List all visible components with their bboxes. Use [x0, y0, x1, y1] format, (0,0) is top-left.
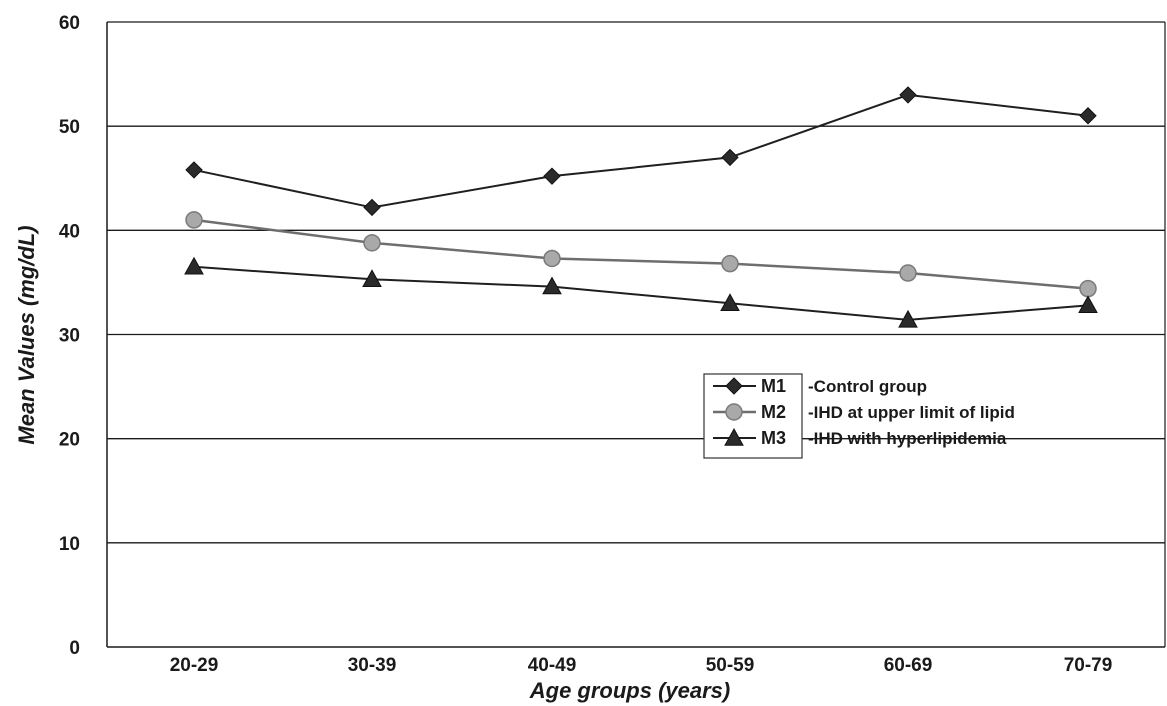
- y-tick-label: 30: [59, 326, 80, 347]
- y-axis-title: Mean Values (mg/dL): [14, 225, 39, 444]
- legend-marker: [725, 377, 743, 395]
- data-point: [899, 264, 917, 282]
- x-tick-label: 70-79: [1064, 655, 1113, 676]
- legend-box: [703, 373, 803, 459]
- series-M3: [184, 256, 1098, 328]
- series-line: [193, 93, 1089, 209]
- legend-marker: [724, 427, 744, 446]
- x-tick-label: 20-29: [170, 655, 219, 676]
- y-tick-label: 20: [59, 430, 80, 451]
- y-tick-label: 10: [59, 534, 80, 555]
- axes: [106, 22, 1166, 648]
- series-line: [193, 265, 1089, 321]
- data-point: [363, 198, 381, 217]
- x-tick-label: 60-69: [884, 655, 933, 676]
- series-M1: [185, 86, 1097, 217]
- y-tick-label: 50: [59, 117, 80, 138]
- y-tick-labels: 0 10 20 30 40 50 60: [59, 13, 80, 659]
- data-point: [721, 148, 739, 167]
- legend-description: -IHD at upper limit of lipid: [808, 403, 1015, 422]
- data-point: [1079, 279, 1097, 298]
- series-line: [193, 218, 1089, 290]
- data-point: [543, 167, 561, 185]
- data-point: [185, 211, 203, 229]
- data-point: [898, 309, 918, 328]
- y-tick-label: 0: [69, 638, 80, 659]
- legend-series-name: M2: [761, 402, 786, 422]
- data-point: [184, 256, 204, 275]
- x-tick-label: 30-39: [348, 655, 397, 676]
- legend-marker: [725, 403, 743, 421]
- data-point: [721, 254, 739, 273]
- data-point: [899, 86, 917, 104]
- data-point: [185, 161, 203, 179]
- y-tick-label: 60: [59, 13, 80, 34]
- data-point: [1079, 107, 1097, 125]
- series-M2: [185, 211, 1097, 298]
- legend-series-name: M3: [761, 428, 786, 448]
- x-tick-labels: 20-29 30-39 40-49 50-59 60-69 70-79: [170, 655, 1113, 676]
- x-tick-label: 50-59: [706, 655, 755, 676]
- y-tick-label: 40: [59, 221, 80, 242]
- data-point: [363, 234, 381, 252]
- data-point: [720, 293, 740, 311]
- data-point: [542, 276, 562, 295]
- data-point: [1078, 295, 1098, 314]
- data-point: [543, 249, 561, 268]
- x-tick-label: 40-49: [528, 655, 577, 676]
- x-axis-title: Age groups (years): [529, 678, 731, 703]
- legend-series-name: M1: [761, 376, 786, 396]
- legend-description: -IHD with hyperlipidemia: [808, 429, 1007, 448]
- legend-description: -Control group: [808, 377, 927, 396]
- data-point: [362, 269, 382, 287]
- series-lines: [184, 86, 1098, 328]
- legend: M1 -Control group M2 -IHD at upper limit of…: [703, 373, 1015, 459]
